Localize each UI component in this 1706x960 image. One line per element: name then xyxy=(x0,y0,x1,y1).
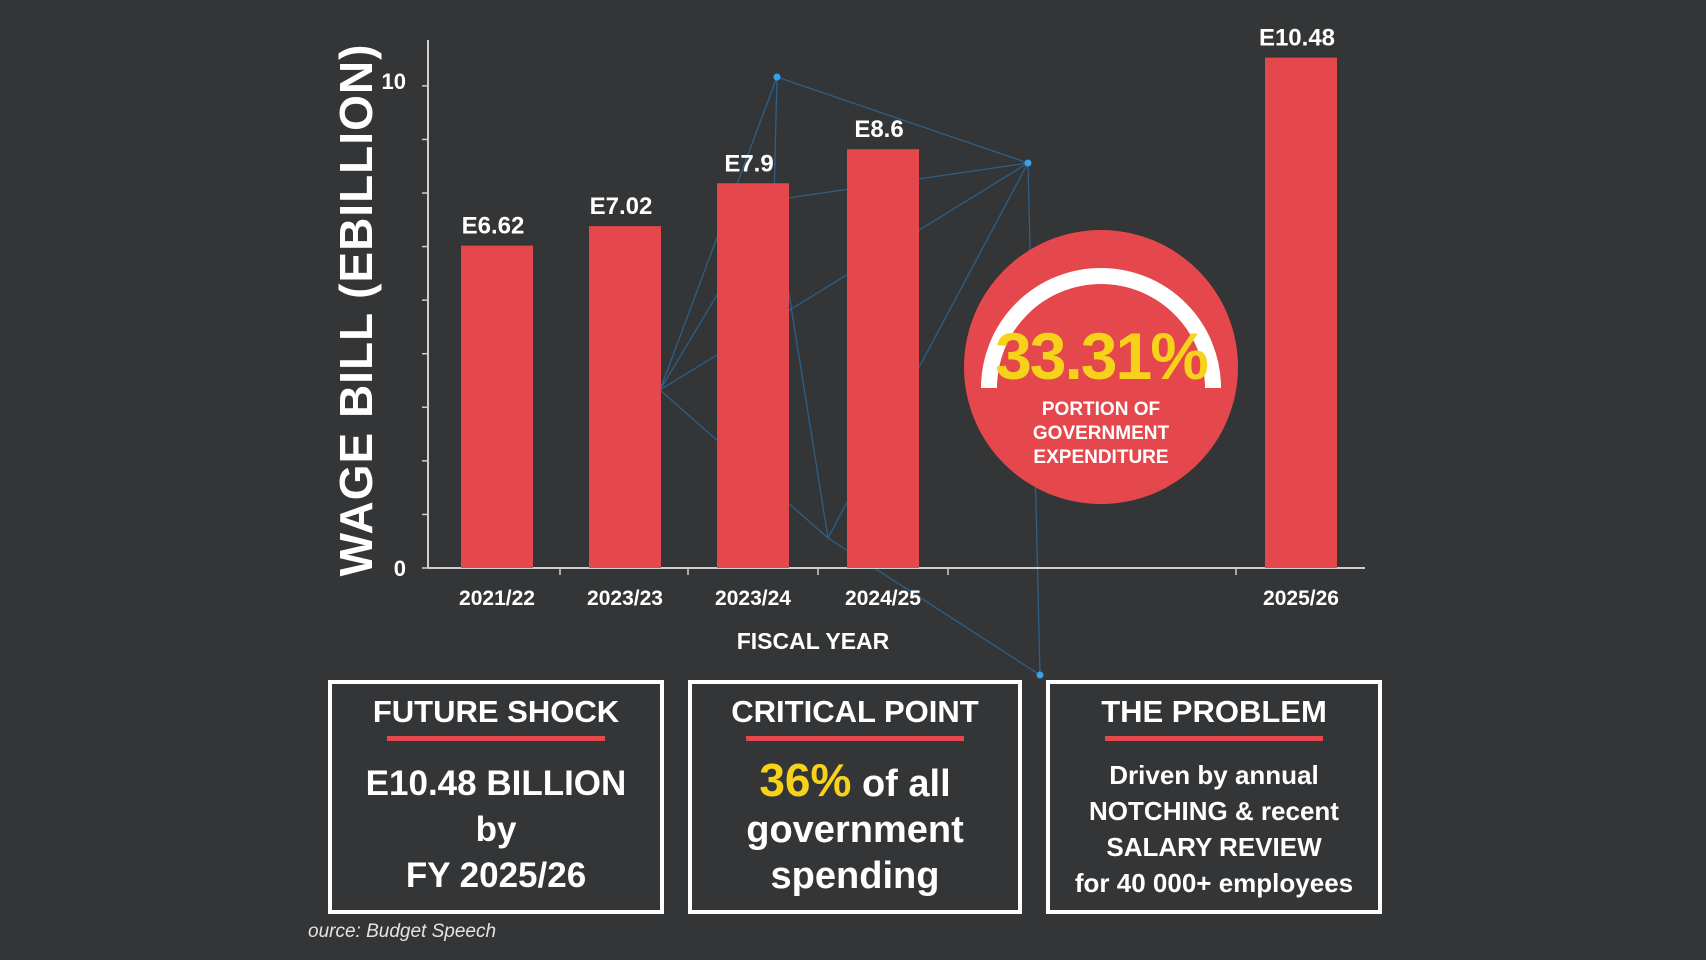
box-line: government xyxy=(746,809,964,851)
bar-value-label: E6.62 xyxy=(462,213,525,240)
x-tick-label: 2023/23 xyxy=(587,587,663,610)
network-link xyxy=(773,76,778,201)
chart-labels: E6.62 2021/22 E7.02 2023/23 E7.9 2023/24 E8.6 2… xyxy=(459,25,1339,610)
bar xyxy=(1265,57,1337,569)
x-tick-label: 2021/22 xyxy=(459,587,535,610)
future-shock-box: FUTURE SHOCK E10.48 BILLION by FY 2025/2… xyxy=(328,680,664,914)
gauge-caption-line: PORTION OF xyxy=(1041,399,1161,420)
x-tick-label: 2023/24 xyxy=(715,587,791,610)
bar xyxy=(589,226,661,568)
bar-value-label: E10.48 xyxy=(1259,25,1335,52)
y-tick-label: 0 xyxy=(394,556,406,581)
gauge-arc xyxy=(981,268,1221,389)
gauge-caption-line: EXPENDITURE xyxy=(1033,447,1169,468)
box-body: E10.48 BILLION by FY 2025/26 xyxy=(332,761,660,899)
box-line: E10.48 BILLION xyxy=(365,764,627,803)
expenditure-share-gauge: 33.31% PORTION OF GOVERNMENT EXPENDITURE xyxy=(964,230,1238,504)
box-body: 36% of all government spending xyxy=(692,757,1018,899)
box-title: FUTURE SHOCK xyxy=(372,694,620,729)
box-line: Driven by annual xyxy=(1109,760,1319,790)
source-note: ource: Budget Speech xyxy=(308,921,497,942)
bar xyxy=(847,149,919,568)
chart-axes: 0 10 xyxy=(382,40,1365,581)
network-node xyxy=(1024,159,1032,167)
bar-value-label: E7.02 xyxy=(590,193,653,220)
box-line: for 40 000+ employees xyxy=(1074,868,1354,898)
gauge-caption: PORTION OF GOVERNMENT EXPENDITURE xyxy=(964,398,1238,470)
x-tick-label: 2025/26 xyxy=(1263,587,1339,610)
bar-value-label: E8.6 xyxy=(854,116,903,143)
box-line: SALARY REVIEW xyxy=(1106,832,1322,862)
box-line: FY 2025/26 xyxy=(405,856,587,895)
box-line-text: of all xyxy=(861,763,951,805)
box-line: 36% of all xyxy=(692,757,1018,807)
gauge-percent: 33.31% xyxy=(995,319,1209,393)
y-tick-label: 10 xyxy=(382,69,406,94)
box-divider xyxy=(387,736,605,741)
x-axis-label: FISCAL YEAR xyxy=(736,628,890,654)
box-title: THE PROBLEM xyxy=(1101,694,1327,729)
critical-point-box: CRITICAL POINT 36% of all government spe… xyxy=(688,680,1022,914)
network-node xyxy=(773,73,781,81)
y-axis-label: WAGE BILL (EBILLION) xyxy=(330,43,382,577)
chart-bars xyxy=(461,57,1337,569)
box-title: CRITICAL POINT xyxy=(731,694,979,729)
gauge-caption-line: GOVERNMENT xyxy=(1032,423,1170,444)
box-divider xyxy=(746,736,964,741)
box-divider xyxy=(1105,736,1323,741)
box-line: spending xyxy=(770,855,940,897)
network-node xyxy=(1036,671,1044,679)
network-link xyxy=(776,76,1029,164)
x-tick-label: 2024/25 xyxy=(845,587,921,610)
bar xyxy=(717,183,789,568)
box-body: Driven by annual NOTCHING & recent SALAR… xyxy=(1050,757,1378,901)
critical-percent: 36% xyxy=(759,754,852,806)
bar xyxy=(461,245,533,568)
bar-value-label: E7.9 xyxy=(724,150,773,177)
box-line: by xyxy=(475,810,517,849)
box-line: NOTCHING & recent xyxy=(1089,796,1339,826)
the-problem-box: THE PROBLEM Driven by annual NOTCHING & … xyxy=(1046,680,1382,914)
